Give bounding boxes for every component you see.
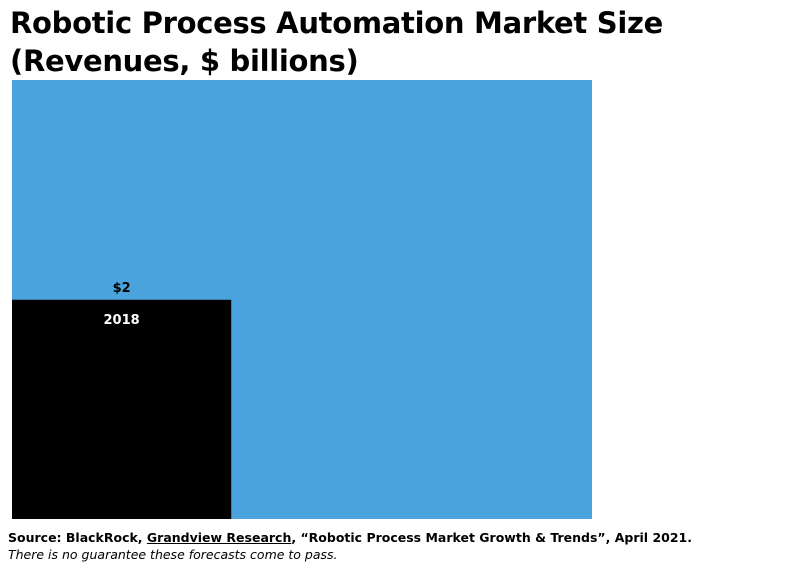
source-citation: Source: BlackRock, Grandview Research, “…: [8, 530, 784, 546]
source-prefix: Source: BlackRock,: [8, 530, 147, 545]
title-line-2: (Revenues, $ billions): [10, 44, 359, 78]
source-suffix: , “Robotic Process Market Growth & Trend…: [291, 530, 692, 545]
category-label-2018: 2018: [104, 313, 140, 328]
title-line-1: Robotic Process Automation Market Size: [10, 6, 663, 40]
value-label-2018: $2: [113, 281, 131, 296]
disclaimer-note: There is no guarantee these forecasts co…: [8, 547, 338, 562]
source-link[interactable]: Grandview Research: [146, 530, 292, 545]
square-2018: [12, 299, 232, 519]
chart-title: Robotic Process Automation Market Size (…: [10, 4, 780, 80]
